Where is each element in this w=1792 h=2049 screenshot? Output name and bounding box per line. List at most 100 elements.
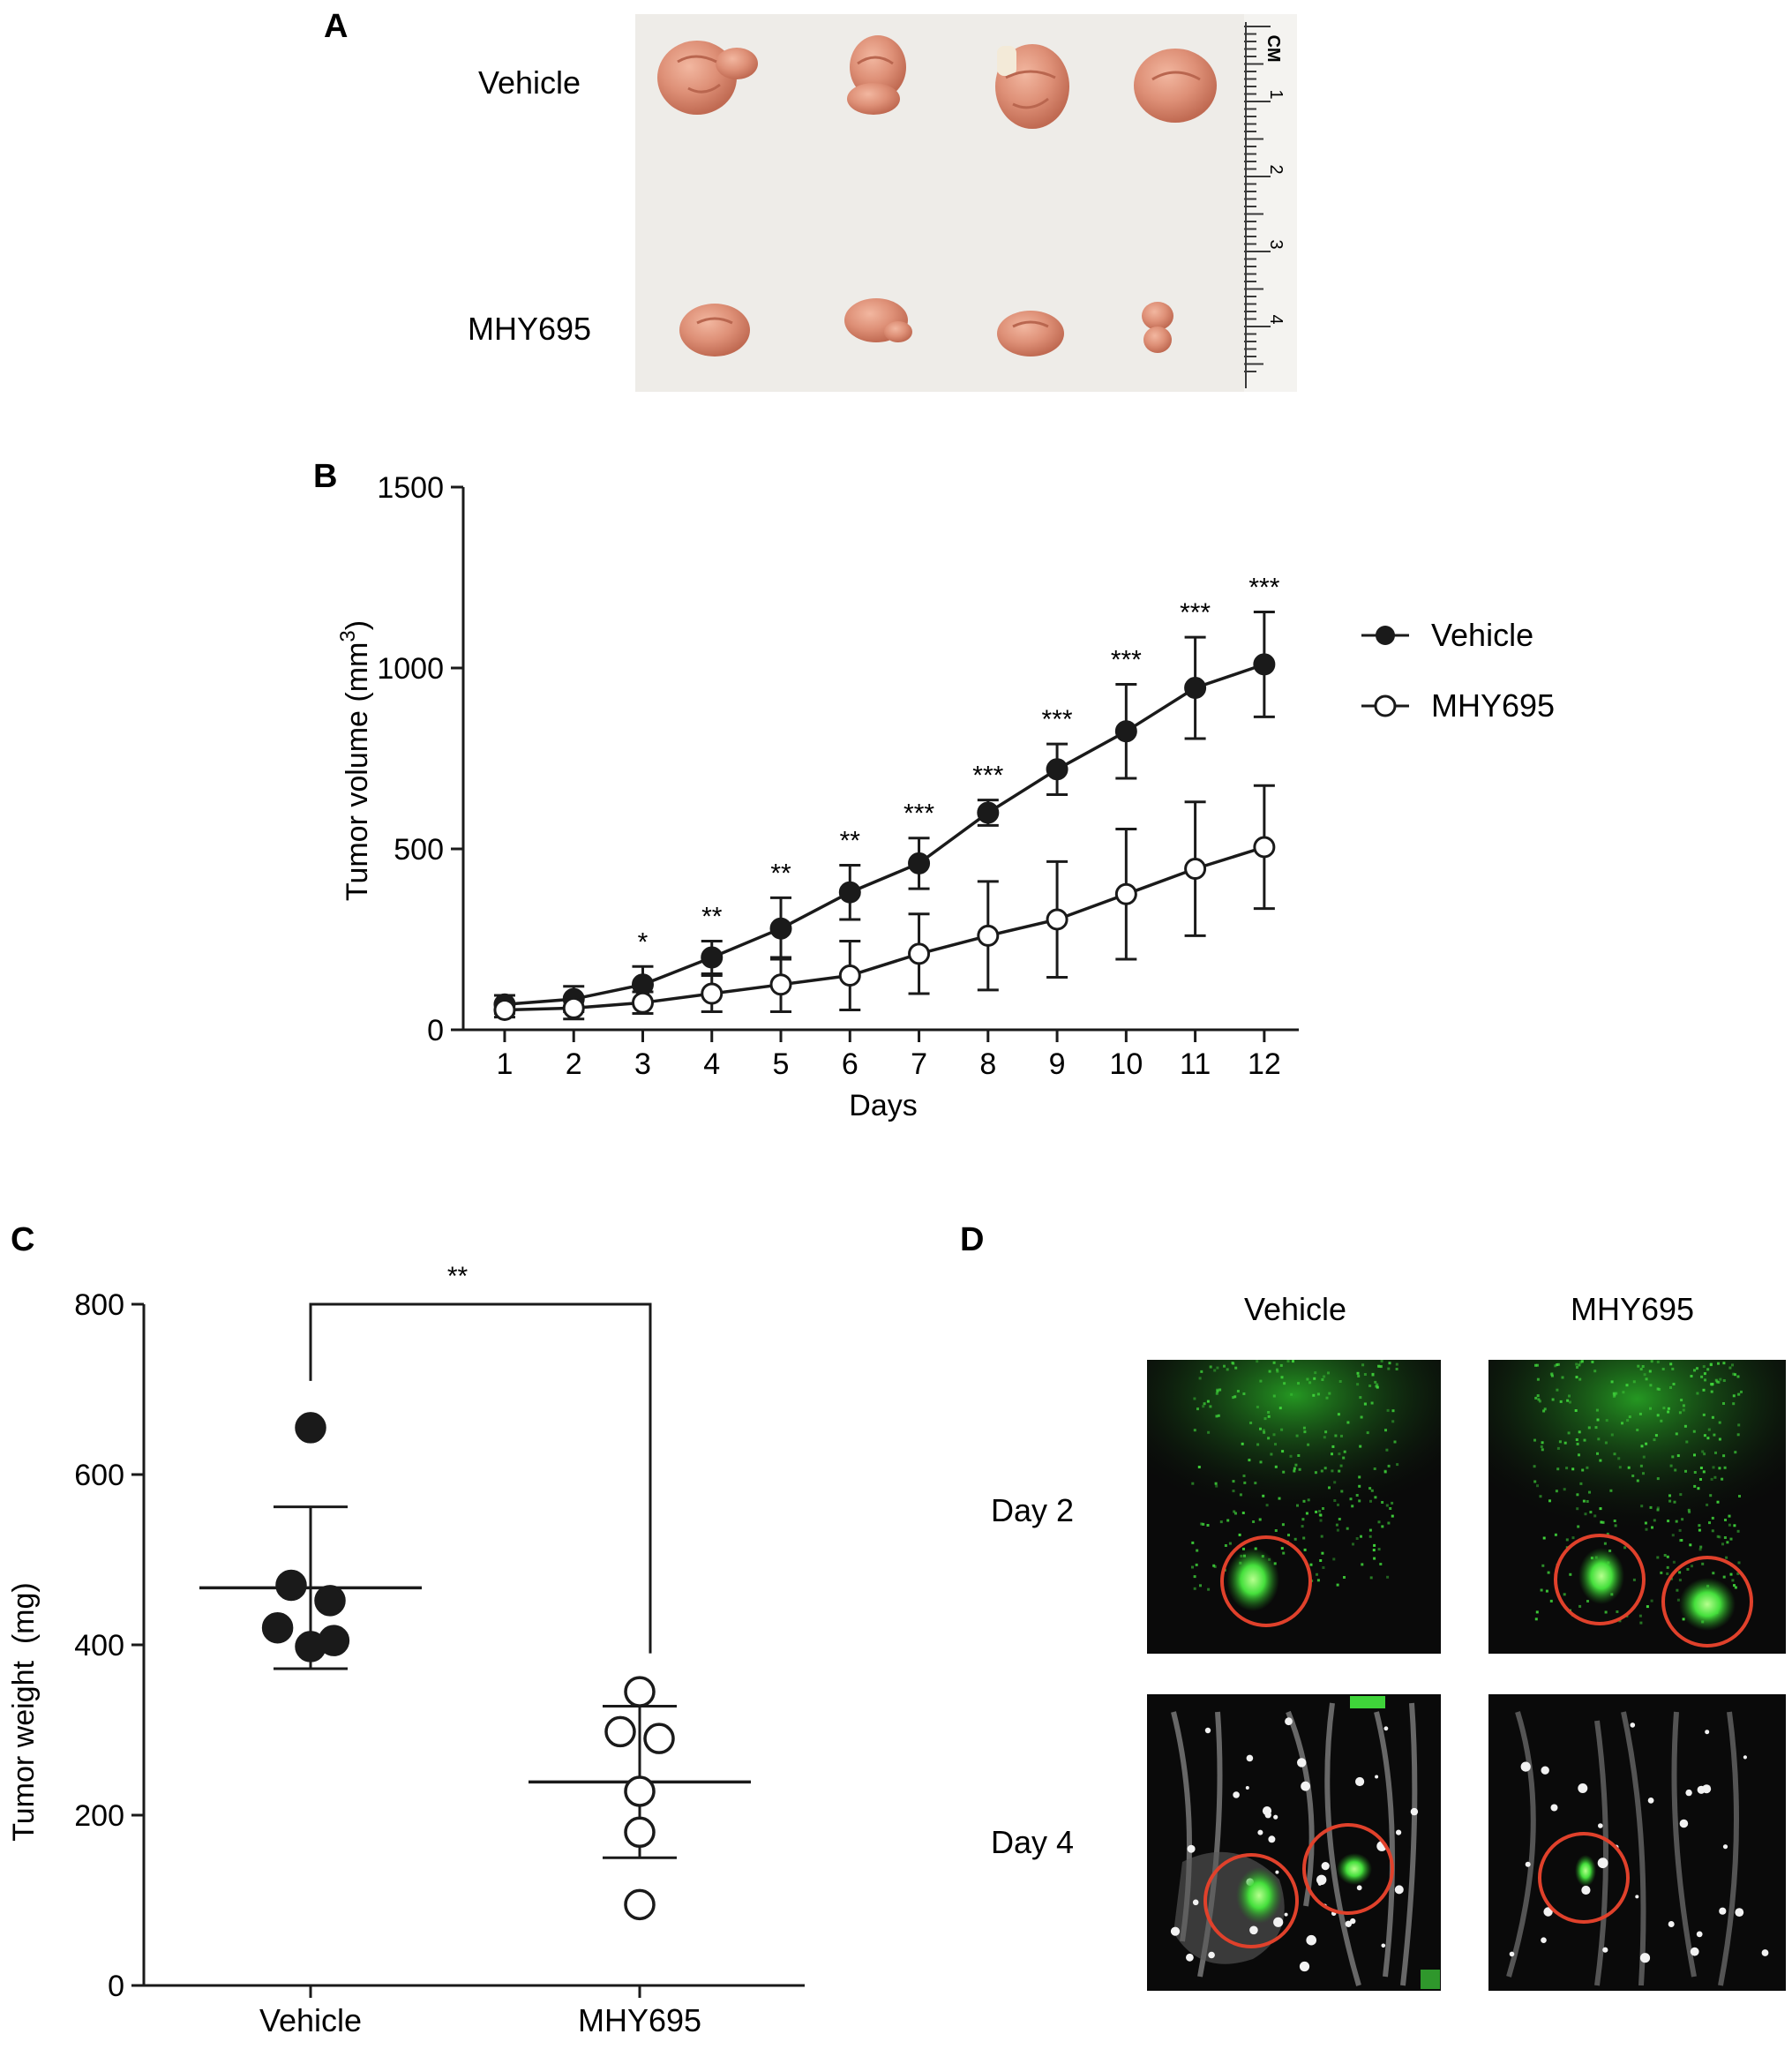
data-point <box>604 1715 636 1748</box>
significance-label: *** <box>903 799 934 829</box>
tumor-weight-chart: 0 200 400 600 800 Vehicle MHY695 ** <box>74 1262 805 2038</box>
data-point <box>838 881 861 904</box>
imaging-day2-vehicle <box>1147 1360 1441 1654</box>
panel-d-row-label-day2: Day 2 <box>991 1492 1074 1528</box>
data-point <box>275 1569 307 1602</box>
data-point <box>493 998 516 1021</box>
data-point <box>1046 908 1068 931</box>
ruler-unit-label: CM <box>1263 34 1283 62</box>
data-point <box>908 942 931 965</box>
panel-a: A Vehicle MHY695 <box>324 8 1297 392</box>
roi-circle <box>1302 1823 1394 1915</box>
roi-circle <box>1203 1853 1299 1948</box>
panel-d: D Vehicle MHY695 Day 2 Day 4 <box>960 1221 1786 1991</box>
panel-b-letter: B <box>313 458 337 495</box>
series-vehicle <box>493 610 1276 1016</box>
imaging-day4-vehicle <box>1147 1694 1441 1991</box>
panel-c-y-tick-label: 800 <box>74 1288 124 1322</box>
panel-b-x-tick-label: 3 <box>634 1047 651 1081</box>
data-point <box>1046 758 1068 781</box>
series-mhy695 <box>493 784 1276 1021</box>
data-point <box>908 852 931 874</box>
panel-b-y-tick-label: 500 <box>394 833 444 867</box>
data-point <box>769 917 792 940</box>
ruler: CM 1 2 3 4 <box>1244 14 1297 392</box>
panel-d-letter: D <box>960 1221 984 1258</box>
tumor-mhy695-2 <box>844 298 912 342</box>
panel-b-legend: Vehicle MHY695 <box>1361 617 1555 724</box>
tumor-vehicle-2 <box>847 35 906 115</box>
data-point <box>1253 653 1276 676</box>
data-point <box>643 1723 675 1754</box>
panel-c-y-tick-label: 0 <box>108 1970 124 2003</box>
tumor-mhy695-1 <box>679 304 750 357</box>
panel-d-col-label-mhy695: MHY695 <box>1571 1291 1694 1327</box>
panel-b-y-tick-label: 1000 <box>377 652 444 686</box>
data-point <box>1114 720 1137 743</box>
panel-b-x-tick-label: 7 <box>911 1047 927 1081</box>
panel-d-col-label-vehicle: Vehicle <box>1244 1291 1346 1327</box>
panel-b-x-tick-label: 5 <box>773 1047 790 1081</box>
legend-marker-vehicle <box>1376 626 1395 645</box>
tumor-vehicle-1 <box>657 41 758 115</box>
roi-circle <box>1554 1534 1646 1625</box>
panel-b-x-tick-label: 10 <box>1109 1047 1143 1081</box>
panel-c-y-tick-label: 600 <box>74 1459 124 1492</box>
data-point <box>562 996 585 1019</box>
panel-a-letter: A <box>324 8 348 45</box>
imaging-day4-mhy695 <box>1488 1694 1786 1991</box>
panel-b-x-tick-label: 9 <box>1049 1047 1066 1081</box>
significance-label: ** <box>770 859 791 888</box>
roi-circle <box>1538 1832 1630 1924</box>
legend-label-mhy695: MHY695 <box>1431 687 1555 724</box>
panel-c-letter: C <box>11 1221 34 1258</box>
data-point <box>977 924 1000 947</box>
legend-marker-mhy695 <box>1374 694 1397 717</box>
significance-label: *** <box>1042 705 1073 734</box>
panel-b-x-tick-label: 1 <box>496 1047 513 1081</box>
panel-b-x-tick-label: 4 <box>703 1047 720 1081</box>
data-point <box>701 946 724 969</box>
significance-label: *** <box>972 762 1003 791</box>
significance-label: *** <box>1180 598 1211 627</box>
panel-a-row-label-mhy695: MHY695 <box>468 311 591 347</box>
data-point <box>624 1676 656 1708</box>
panel-b-x-tick-label: 8 <box>979 1047 996 1081</box>
panel-a-row-label-vehicle: Vehicle <box>478 64 581 101</box>
data-point <box>261 1611 294 1644</box>
data-point <box>624 1775 656 1807</box>
panel-c-x-tick-label: Vehicle <box>259 2002 362 2038</box>
tumor-vehicle-3 <box>995 44 1069 129</box>
significance-label: ** <box>701 903 723 932</box>
panel-d-row-label-day4: Day 4 <box>991 1824 1074 1860</box>
tumor-mhy695-4 <box>1142 302 1173 353</box>
series-line <box>504 663 1265 1007</box>
panel-b-x-axis-label: Days <box>849 1089 917 1122</box>
panel-b-x-tick-label: 2 <box>566 1047 582 1081</box>
panel-c-y-tick-label: 200 <box>74 1799 124 1833</box>
data-point <box>295 1631 326 1662</box>
bracket-label: ** <box>447 1262 469 1291</box>
significance-label: *** <box>1248 573 1279 602</box>
bracket-line <box>309 1302 652 1654</box>
ruler-label-4: 4 <box>1266 314 1286 324</box>
data-point <box>631 991 654 1014</box>
legend-label-vehicle: Vehicle <box>1431 617 1533 653</box>
data-point <box>1184 858 1207 881</box>
ruler-label-3: 3 <box>1266 239 1286 249</box>
legend-item-mhy695: MHY695 <box>1361 687 1555 724</box>
panel-c-y-tick-label: 400 <box>74 1629 124 1662</box>
data-point <box>314 1585 346 1617</box>
significance-label: ** <box>840 826 861 855</box>
data-point <box>701 982 724 1005</box>
panel-c-y-axis-label: Tumor weight (mg) <box>7 1582 41 1841</box>
panel-b-y-tick-label: 0 <box>427 1014 444 1047</box>
tumor-vehicle-4 <box>1134 49 1217 123</box>
series-line <box>504 845 1265 1012</box>
group-mhy695 <box>529 1676 751 1921</box>
tumor-mhy695-3 <box>997 311 1064 357</box>
panel-b-y-tick-label: 1500 <box>377 471 444 505</box>
panel-c-x-tick-label: MHY695 <box>578 2002 701 2038</box>
